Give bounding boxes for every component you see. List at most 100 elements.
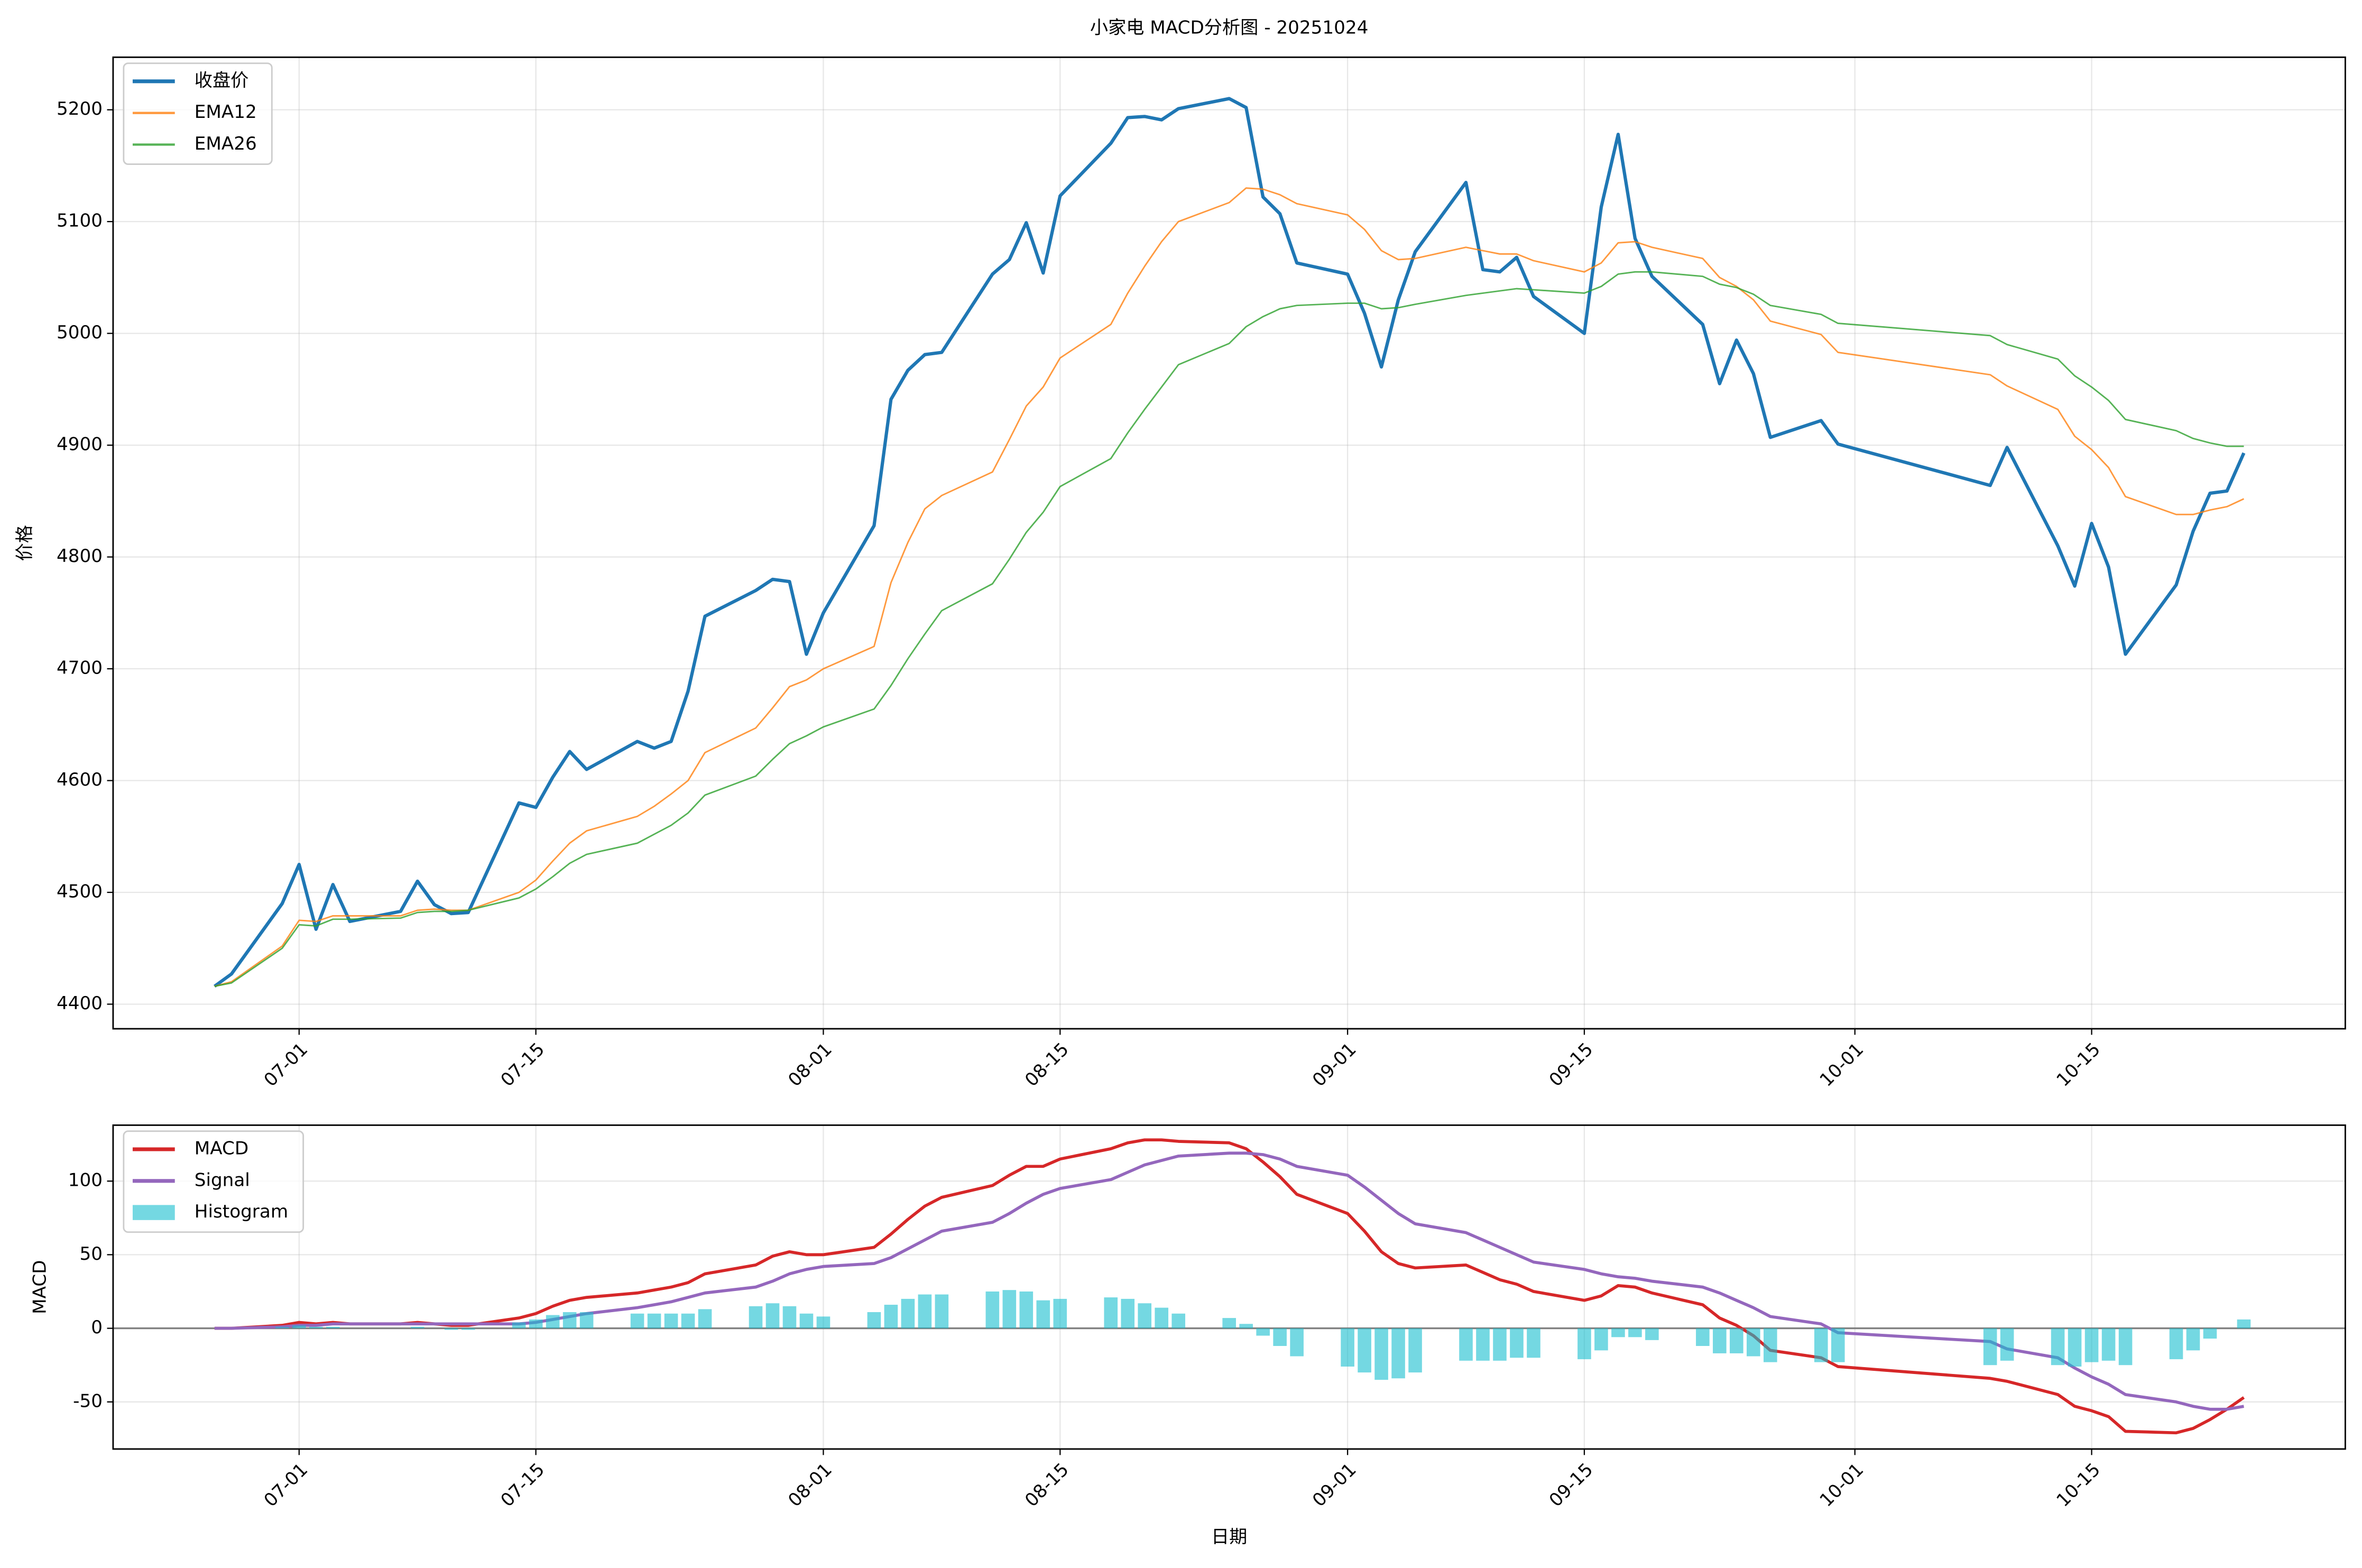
histogram-bar (799, 1313, 814, 1329)
histogram-bar (326, 1326, 340, 1329)
histogram-bar (2203, 1328, 2217, 1339)
legend: MACD Signal Histogram (123, 1130, 305, 1233)
histogram-bar (1290, 1328, 1304, 1357)
y-tick-label: 4600 (57, 769, 103, 790)
histogram-bar (918, 1294, 932, 1329)
histogram-bar (2068, 1328, 2082, 1367)
histogram-bar (1391, 1328, 1405, 1379)
histogram-bar (647, 1313, 661, 1329)
histogram-bar (782, 1306, 797, 1329)
histogram-bar (1002, 1290, 1017, 1329)
histogram-bar (1831, 1328, 1845, 1362)
series-line (214, 1138, 2245, 1435)
histogram-bar (1730, 1328, 1743, 1353)
histogram-bar (2169, 1328, 2183, 1360)
y-tick-label: 5000 (57, 322, 103, 343)
histogram-bar (1374, 1328, 1388, 1380)
histogram-bar (2118, 1328, 2133, 1366)
histogram-bar (1121, 1298, 1135, 1329)
histogram-bar (512, 1322, 526, 1329)
legend-swatch (132, 1205, 175, 1220)
histogram-bar (1053, 1298, 1067, 1329)
series-line (214, 271, 2244, 988)
histogram-bar (681, 1313, 695, 1329)
histogram-bar (985, 1291, 1000, 1329)
legend-box (123, 62, 273, 165)
histogram-bar (901, 1298, 915, 1329)
histogram-bar (1713, 1328, 1727, 1353)
legend-label: Histogram (195, 1201, 288, 1222)
histogram-bar (867, 1312, 881, 1329)
histogram-bar (2084, 1328, 2099, 1362)
y-tick-label: 4700 (57, 658, 103, 679)
histogram-bar (1983, 1328, 1997, 1366)
series-line (214, 97, 2246, 988)
y-tick-label: 50 (79, 1243, 103, 1265)
histogram-bar (292, 1325, 306, 1329)
legend-label: EMA12 (195, 102, 257, 123)
histogram-bar (1138, 1303, 1152, 1329)
histogram-bar (529, 1319, 543, 1329)
histogram-bar (1408, 1328, 1422, 1373)
histogram-bar (664, 1313, 678, 1329)
legend-label: EMA26 (195, 133, 257, 154)
histogram-bar (1341, 1328, 1354, 1367)
chart-title: 小家电 MACD分析图 - 20251024 (1090, 17, 1369, 39)
histogram-bar (309, 1326, 323, 1329)
histogram-bar (1104, 1297, 1118, 1329)
y-tick-label: -50 (73, 1390, 103, 1412)
histogram-bar (1222, 1318, 1236, 1329)
histogram-bar (816, 1316, 831, 1329)
histogram-bar (698, 1309, 712, 1329)
histogram-bar (1273, 1328, 1287, 1346)
histogram-bar (1019, 1291, 1034, 1329)
y-tick-label: 4400 (57, 993, 103, 1014)
y-axis-label: 价格 (14, 525, 35, 561)
histogram-bar (1764, 1328, 1777, 1362)
y-tick-label: 0 (91, 1317, 103, 1338)
x-axis-label: 日期 (1211, 1527, 1247, 1548)
histogram-bar (546, 1315, 560, 1329)
histogram-bar (2101, 1328, 2116, 1361)
histogram-bar (1256, 1328, 1270, 1336)
legend-label: MACD (195, 1138, 248, 1159)
y-tick-label: 4900 (57, 434, 103, 455)
histogram-bar (275, 1326, 289, 1329)
histogram-bar (1747, 1328, 1760, 1357)
histogram-bar (461, 1328, 475, 1330)
y-axis-label: MACD (30, 1260, 51, 1314)
histogram-bar (1476, 1328, 1490, 1361)
histogram-bar (2051, 1328, 2065, 1366)
histogram-bar (765, 1303, 780, 1329)
legend-label: 收盘价 (195, 70, 249, 91)
histogram-bar (1611, 1328, 1625, 1338)
histogram-bar (1036, 1300, 1050, 1329)
histogram-bar (1155, 1307, 1169, 1329)
histogram-bar (630, 1313, 644, 1329)
y-tick-label: 5100 (57, 210, 103, 232)
series-line (214, 187, 2245, 988)
histogram-bar (2237, 1319, 2251, 1329)
histogram-bar (2186, 1328, 2200, 1351)
histogram-bar (2000, 1328, 2014, 1361)
histogram-bar (1594, 1328, 1608, 1351)
histogram-bar (935, 1294, 949, 1329)
histogram-bar (562, 1312, 577, 1329)
histogram-bar (444, 1328, 458, 1330)
histogram-bar (1510, 1328, 1524, 1358)
histogram-bar (1628, 1328, 1642, 1338)
histogram-bar (579, 1312, 594, 1329)
y-tick-label: 4800 (57, 546, 103, 567)
histogram-bar (1171, 1313, 1186, 1329)
histogram-bar (749, 1306, 763, 1329)
y-tick-label: 5200 (57, 98, 103, 119)
axes-frame (112, 1124, 2346, 1450)
histogram-bar (1577, 1328, 1591, 1360)
histogram-bar (410, 1326, 425, 1329)
histogram-bar (1645, 1328, 1659, 1340)
histogram-bar (1696, 1328, 1710, 1346)
y-tick-label: 4500 (57, 881, 103, 902)
histogram-bar (1358, 1328, 1371, 1373)
